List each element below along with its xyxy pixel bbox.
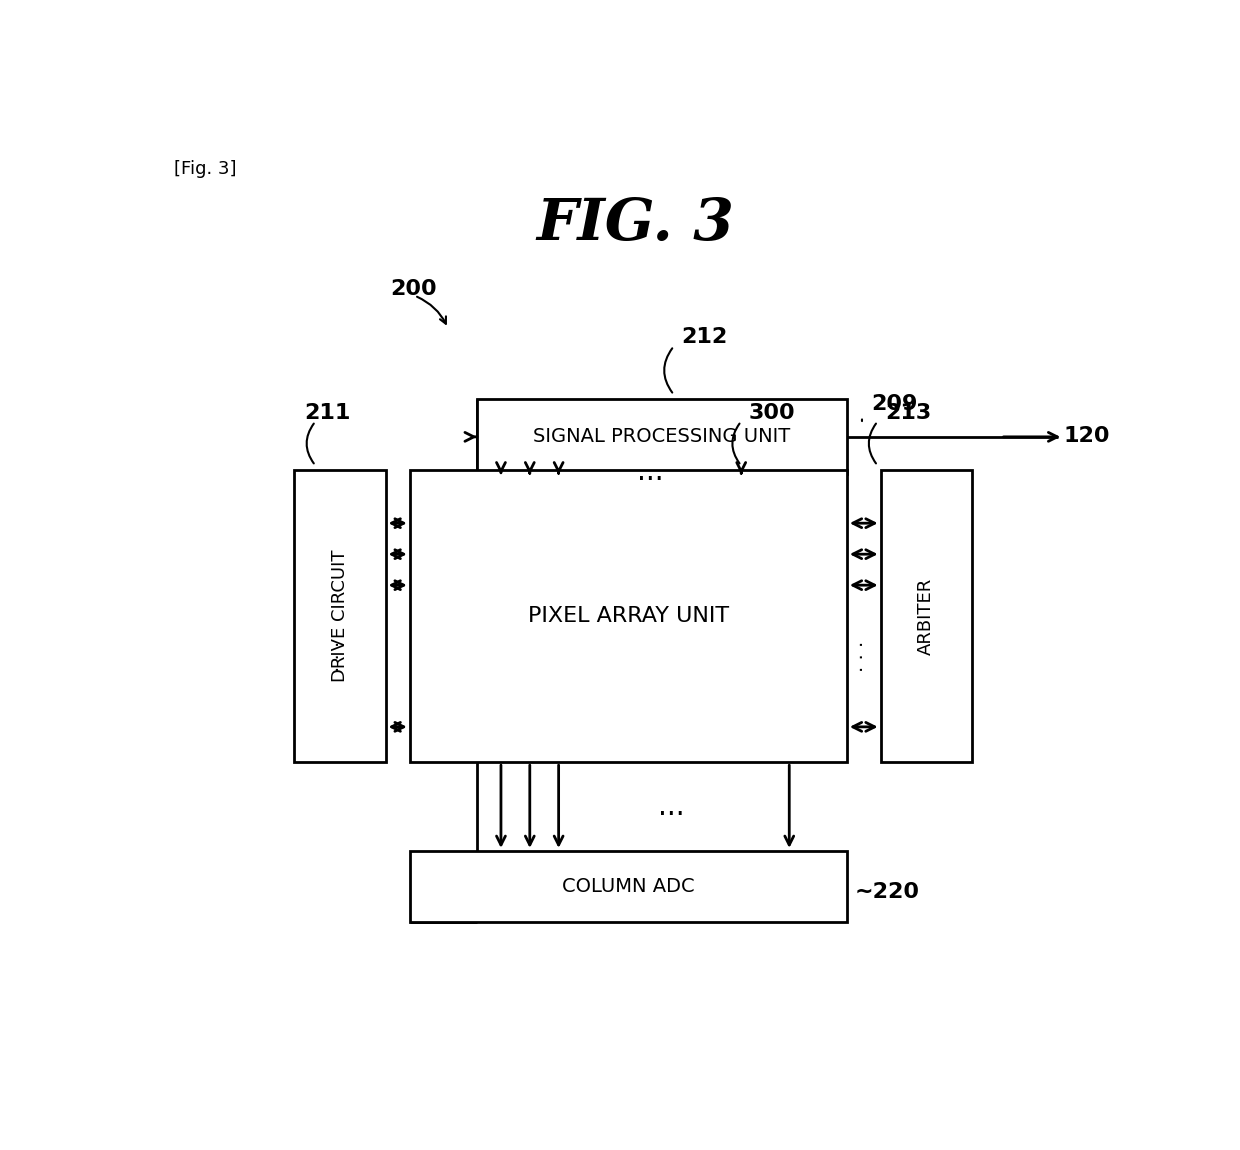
Text: 120: 120 [1063,427,1110,446]
Text: 212: 212 [682,328,728,347]
Bar [477,399,847,475]
Text: 213: 213 [885,402,931,422]
Text: 211: 211 [304,402,351,422]
Text: · · ·: · · · [331,641,350,672]
Bar [880,470,972,762]
Text: 300: 300 [749,402,796,422]
Text: FIG. 3: FIG. 3 [537,196,734,252]
Text: PIXEL ARRAY UNIT: PIXEL ARRAY UNIT [528,606,729,626]
Text: ~220: ~220 [854,882,920,903]
Text: ...: ... [657,792,684,821]
Text: [Fig. 3]: [Fig. 3] [174,160,237,178]
Text: · · ·: · · · [854,641,873,672]
Text: ...: ... [636,459,663,486]
Text: 209: 209 [870,393,918,414]
Text: 200: 200 [391,278,436,299]
Bar [409,851,847,921]
Bar [294,470,386,762]
Text: DRIVE CIRCUIT: DRIVE CIRCUIT [331,550,348,682]
Text: ARBITER: ARBITER [918,577,935,654]
Text: SIGNAL PROCESSING UNIT: SIGNAL PROCESSING UNIT [533,428,791,446]
Bar [409,470,847,762]
Text: COLUMN ADC: COLUMN ADC [562,876,694,896]
